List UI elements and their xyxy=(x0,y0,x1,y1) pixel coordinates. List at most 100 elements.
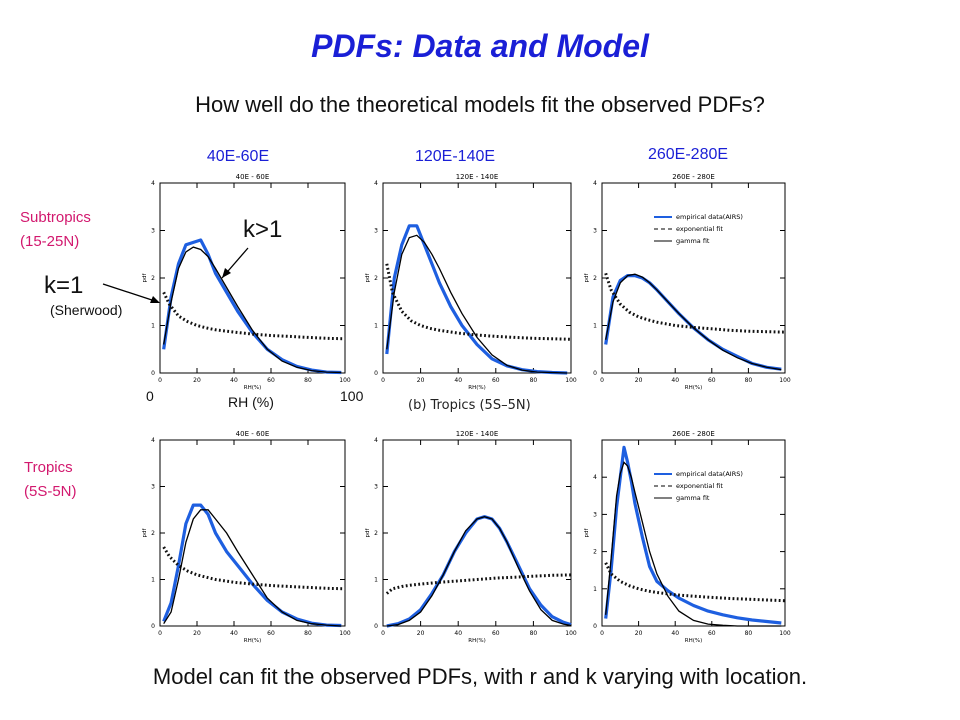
x-tick-label: 100 xyxy=(779,630,791,637)
slide-title: PDFs: Data and Model xyxy=(311,28,649,64)
series-gamma-line xyxy=(605,273,782,371)
y-tick-label: 0 xyxy=(374,623,378,630)
y-tick-label: 4 xyxy=(151,437,155,444)
y-tick-label: 3 xyxy=(593,511,597,518)
series-gamma-line xyxy=(163,509,342,627)
legend-label-exponential: exponential fit xyxy=(676,225,723,233)
chart-panel-6: 0 20 40 60 80 100 0 1 2 3 4 260E - 280E RH(%) pdf empi… xyxy=(584,430,791,644)
x-tick-label: 60 xyxy=(708,377,716,384)
y-tick-label: 0 xyxy=(593,623,597,630)
x-axis-label: RH(%) xyxy=(244,638,261,644)
x-tick-label: 20 xyxy=(635,630,643,637)
x-tick-label: 0 xyxy=(158,377,162,384)
chart-panel-3: 0 20 40 60 80 100 0 1 2 3 4 260E - 280E RH(%) pdf empi… xyxy=(584,173,791,391)
y-tick-label: 2 xyxy=(151,530,155,537)
x-axis-label: RH(%) xyxy=(685,638,702,644)
chart-panel-2: 0 20 40 60 80 100 0 1 2 3 4 120E - 140E RH(%) pdf xyxy=(365,173,577,391)
x-tick-label: 80 xyxy=(745,630,753,637)
row-label-subtropics-line1: Subtropics xyxy=(20,209,91,226)
x-tick-label: 20 xyxy=(417,377,425,384)
x-tick-label: 40 xyxy=(671,630,679,637)
x-tick-label: 0 xyxy=(600,377,604,384)
x-tick-label: 60 xyxy=(492,377,500,384)
y-axis-label: pdf xyxy=(584,272,590,282)
x-range-min-label: 0 xyxy=(146,388,154,404)
series-gamma-line xyxy=(163,246,342,374)
chart-panel-4: 0 20 40 60 80 100 0 1 2 3 4 40E - 60E RH(%) pdf xyxy=(142,430,351,644)
y-tick-label: 1 xyxy=(593,323,597,330)
series-exponential-line xyxy=(162,546,346,591)
x-tick-label: 40 xyxy=(671,377,679,384)
y-tick-label: 3 xyxy=(151,484,155,491)
y-axis-label: pdf xyxy=(365,527,371,537)
x-tick-label: 40 xyxy=(230,630,238,637)
x-tick-label: 0 xyxy=(381,377,385,384)
x-axis-rh-label: RH (%) xyxy=(228,394,274,410)
legend-label-gamma: gamma fit xyxy=(676,237,710,245)
x-tick-label: 100 xyxy=(339,630,351,637)
plot-frame xyxy=(159,182,346,374)
x-tick-label: 100 xyxy=(565,377,577,384)
arrow-k-eq-1 xyxy=(102,283,159,303)
y-tick-label: 4 xyxy=(374,437,378,444)
x-axis-label: RH(%) xyxy=(244,385,261,391)
y-tick-label: 2 xyxy=(374,530,378,537)
middle-panel-caption: (b) Tropics (5S–5N) xyxy=(408,398,531,413)
x-tick-label: 40 xyxy=(230,377,238,384)
x-tick-label: 100 xyxy=(565,630,577,637)
y-tick-label: 1 xyxy=(374,577,378,584)
chart-panel-5: 0 20 40 60 80 100 0 1 2 3 4 120E - 140E RH(%) pdf xyxy=(365,430,577,644)
x-tick-label: 40 xyxy=(454,630,462,637)
legend-label-exponential: exponential fit xyxy=(676,482,723,490)
x-tick-label: 80 xyxy=(304,377,312,384)
series-empirical-line xyxy=(385,224,568,375)
plot-frame xyxy=(601,182,786,374)
panel-title: 40E - 60E xyxy=(236,173,270,181)
y-tick-label: 2 xyxy=(593,275,597,282)
annotation-k-gt-1: k>1 xyxy=(243,216,283,243)
x-tick-label: 60 xyxy=(267,377,275,384)
series-exponential-line xyxy=(162,291,346,341)
x-tick-label: 0 xyxy=(600,630,604,637)
region-header-120e-140e: 120E-140E xyxy=(414,148,496,165)
arrowhead-k-eq-1 xyxy=(150,296,160,303)
x-axis-label: RH(%) xyxy=(685,385,702,391)
y-tick-label: 4 xyxy=(593,474,597,481)
series-gamma-line xyxy=(605,461,782,627)
panel-title: 260E - 280E xyxy=(672,173,715,181)
x-tick-label: 20 xyxy=(635,377,643,384)
x-tick-label: 80 xyxy=(304,630,312,637)
y-tick-label: 4 xyxy=(374,180,378,187)
annotation-sherwood: (Sherwood) xyxy=(50,302,123,318)
y-axis-label: pdf xyxy=(584,527,590,537)
y-tick-label: 1 xyxy=(374,323,378,330)
panel-title: 120E - 140E xyxy=(456,173,499,181)
legend-label-gamma: gamma fit xyxy=(676,494,710,502)
x-tick-label: 100 xyxy=(339,377,351,384)
y-tick-label: 3 xyxy=(374,484,378,491)
x-tick-label: 0 xyxy=(381,630,385,637)
x-tick-label: 20 xyxy=(193,377,201,384)
legend-label-empirical: empirical data(AIRS) xyxy=(676,213,743,221)
series-empirical-line xyxy=(604,274,782,371)
y-tick-label: 2 xyxy=(151,275,155,282)
row-label-subtropics-line2: (15-25N) xyxy=(20,233,80,250)
y-tick-label: 2 xyxy=(374,275,378,282)
series-empirical-line xyxy=(162,238,342,375)
slide-subtitle: How well do the theoretical models fit t… xyxy=(195,92,765,117)
x-axis-label: RH(%) xyxy=(468,638,485,644)
y-tick-label: 0 xyxy=(374,370,378,377)
x-tick-label: 80 xyxy=(745,377,753,384)
row-label-tropics: Tropics (5S-5N) xyxy=(24,456,77,504)
y-tick-label: 2 xyxy=(593,549,597,556)
series-exponential-line xyxy=(604,272,786,334)
x-tick-label: 0 xyxy=(158,630,162,637)
row-label-tropics-line2: (5S-5N) xyxy=(24,483,77,500)
x-tick-label: 60 xyxy=(267,630,275,637)
x-tick-label: 80 xyxy=(530,377,538,384)
panel-title: 40E - 60E xyxy=(236,430,270,438)
x-tick-label: 20 xyxy=(417,630,425,637)
series-exponential-line xyxy=(385,263,572,341)
y-tick-label: 4 xyxy=(593,180,597,187)
